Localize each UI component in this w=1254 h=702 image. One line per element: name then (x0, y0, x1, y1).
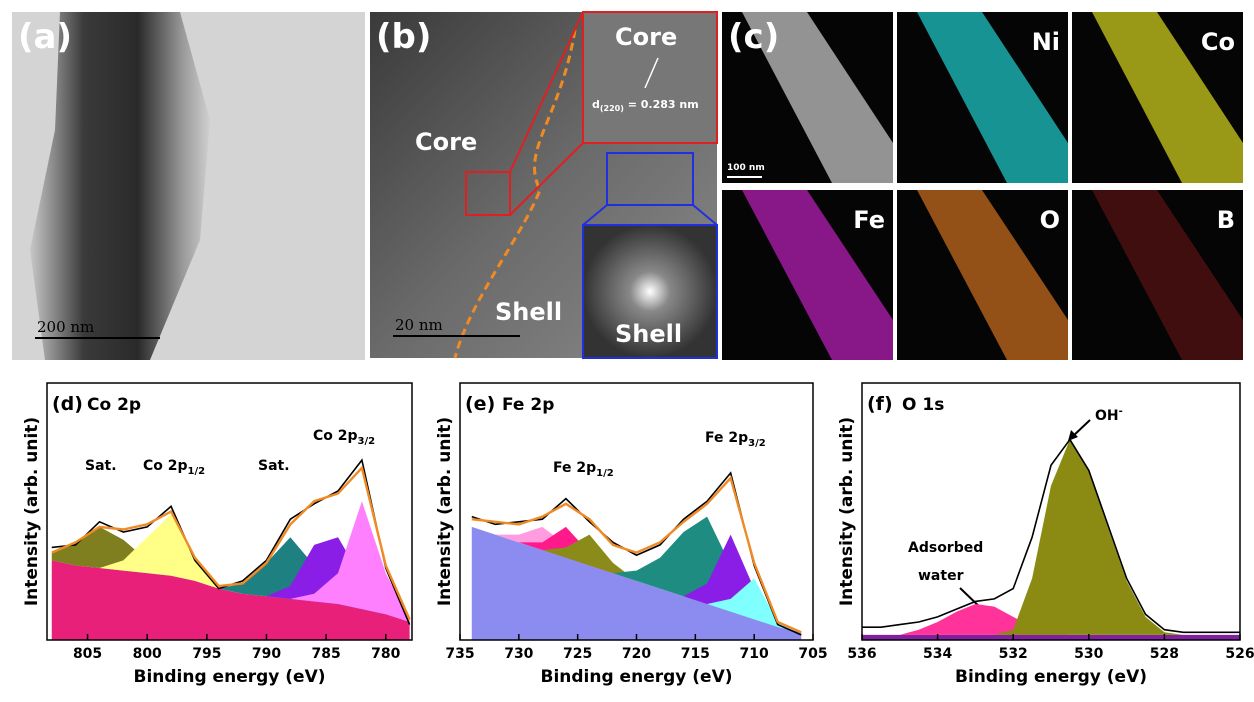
x-axis-label: Binding energy (eV) (540, 667, 732, 687)
annotation-text: Fe 2p (705, 430, 748, 446)
panel-label: (b) (376, 17, 431, 57)
panel-title: O 1s (902, 395, 944, 415)
inset-shell-label: Shell (615, 320, 682, 348)
panel-label: (f) (867, 393, 893, 415)
inset-core-label: Core (615, 23, 677, 51)
x-axis-label: Binding energy (eV) (955, 667, 1147, 687)
element-label: Co (1201, 28, 1235, 56)
xps-charts: 805 800 795 790 785 780 Binding energy (eV) Int… (22, 383, 1254, 687)
x-tick-label: 534 (923, 646, 952, 662)
annotation-sub: 3/2 (358, 436, 376, 447)
spacing-sub: (220) (600, 104, 624, 113)
x-tick-label: 800 (133, 646, 162, 662)
annotation-text: water (918, 568, 964, 584)
panel-label: (d) (52, 393, 83, 415)
background-area (862, 635, 1240, 640)
panel-label: (c) (728, 17, 779, 57)
panel-c: (c) 100 nm Ni Co Fe O B (722, 12, 1243, 360)
figure: (a) 200 nm (b) Core Shell Core d(220) = … (0, 0, 1254, 702)
annotation: OH- (1095, 406, 1123, 424)
panel-title: Co 2p (87, 395, 141, 415)
x-tick-label: 536 (847, 646, 876, 662)
x-tick-label: 735 (445, 646, 474, 662)
x-tick-label: 526 (1225, 646, 1254, 662)
scale-text: 200 nm (37, 318, 94, 336)
annotation: Fe 2p1/2 (553, 460, 614, 479)
annotation-text: OH (1095, 408, 1119, 424)
y-axis-label: Intensity (arb. unit) (435, 417, 455, 606)
x-tick-label: 720 (622, 646, 651, 662)
annotation-text: Co 2p (313, 428, 358, 444)
panel-title: Fe 2p (502, 395, 554, 415)
panel-a: (a) 200 nm (12, 12, 365, 360)
annotation-text: Fe 2p (553, 460, 596, 476)
scale-text: 20 nm (395, 316, 443, 334)
annotation: Adsorbed (908, 540, 983, 556)
annotation: water (918, 568, 964, 584)
x-tick-label: 715 (681, 646, 710, 662)
x-tick-label: 805 (73, 646, 102, 662)
spacing-d: d (592, 98, 600, 111)
panel-label: (e) (465, 393, 495, 415)
core-label: Core (415, 128, 477, 156)
x-tick-label: 530 (1074, 646, 1103, 662)
element-label: Fe (853, 206, 885, 234)
x-axis-label: Binding energy (eV) (133, 667, 325, 687)
annotation-sub: 1/2 (188, 466, 206, 477)
annotation: Sat. (258, 458, 290, 474)
annotation-sub: 1/2 (596, 468, 614, 479)
spacing-value: = 0.283 nm (624, 98, 699, 111)
x-tick-label: 528 (1150, 646, 1179, 662)
annotation: Fe 2p3/2 (705, 430, 766, 449)
x-tick-label: 710 (740, 646, 769, 662)
element-label: Ni (1032, 28, 1060, 56)
y-axis-label: Intensity (arb. unit) (22, 417, 42, 606)
x-tick-label: 730 (504, 646, 533, 662)
panel-label: (a) (18, 17, 72, 57)
annotation: Co 2p3/2 (313, 428, 375, 447)
annotation: Co 2p1/2 (143, 458, 205, 477)
x-tick-label: 725 (563, 646, 592, 662)
x-tick-label: 785 (312, 646, 341, 662)
annotation-text: Sat. (85, 458, 117, 474)
element-label: B (1217, 206, 1235, 234)
y-axis-label: Intensity (arb. unit) (837, 417, 857, 606)
scale-text: 100 nm (727, 163, 765, 173)
panel-b: (b) Core Shell Core d(220) = 0.283 nm Sh… (370, 12, 717, 358)
peak-area (862, 440, 1240, 635)
x-tick-label: 790 (252, 646, 281, 662)
annotation-sup: - (1119, 406, 1123, 417)
annotation-text: Sat. (258, 458, 290, 474)
annotation-text: Co 2p (143, 458, 188, 474)
element-label: O (1040, 206, 1060, 234)
x-tick-label: 705 (798, 646, 827, 662)
annotation-text: Adsorbed (908, 540, 983, 556)
x-tick-label: 795 (192, 646, 221, 662)
x-tick-label: 780 (371, 646, 400, 662)
annotation: Sat. (85, 458, 117, 474)
x-tick-label: 532 (999, 646, 1028, 662)
shell-label: Shell (495, 298, 562, 326)
annotation-sub: 3/2 (748, 438, 766, 449)
